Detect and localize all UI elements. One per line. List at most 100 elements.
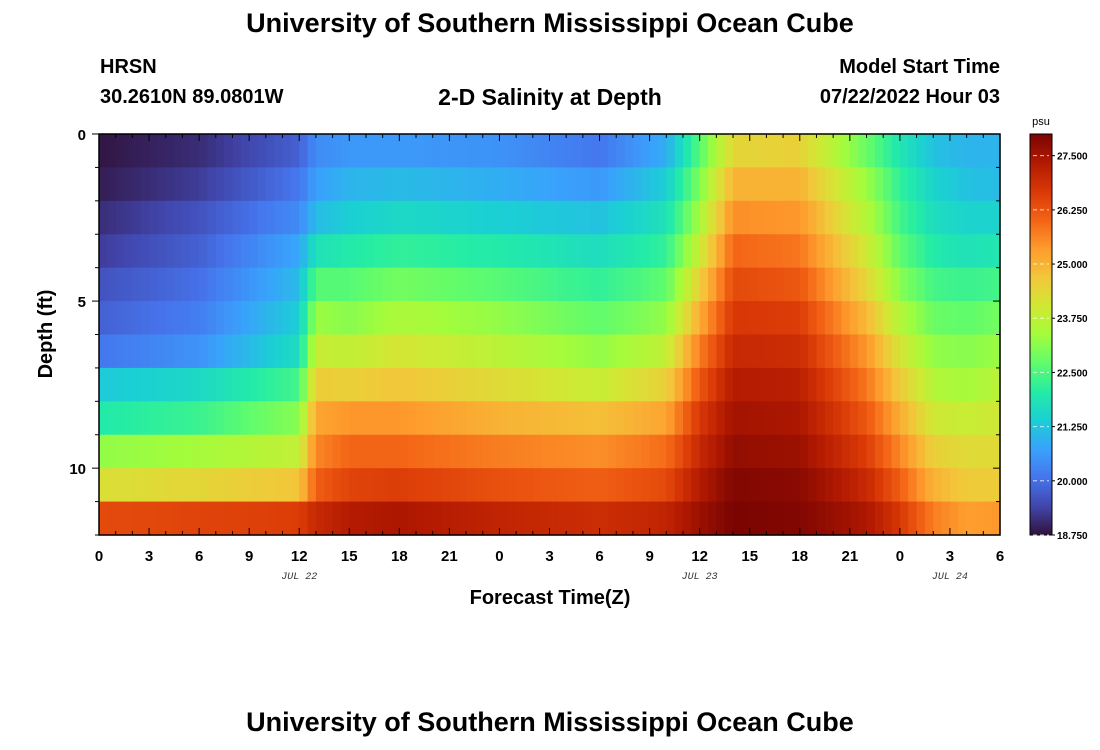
heatmap-cell — [524, 334, 534, 369]
heatmap-cell — [491, 301, 501, 336]
heatmap-cell — [190, 234, 200, 269]
heatmap-cell — [516, 200, 526, 235]
heatmap-cell — [708, 468, 717, 503]
heatmap-cell — [449, 134, 459, 169]
heatmap-cell — [324, 434, 334, 469]
heatmap-cell — [157, 134, 167, 169]
heatmap-cell — [549, 367, 559, 402]
heatmap-cell — [441, 134, 450, 169]
heatmap-cell — [908, 401, 918, 436]
heatmap-cell — [449, 468, 459, 503]
heatmap-cell — [974, 234, 984, 269]
heatmap-cell — [874, 234, 884, 269]
heatmap-cell — [491, 334, 501, 369]
heatmap-cell — [466, 267, 476, 302]
heatmap-cell — [733, 434, 742, 469]
heatmap-cell — [457, 434, 467, 469]
heatmap-cell — [607, 301, 617, 336]
heatmap-cell — [482, 501, 492, 536]
heatmap-cell — [365, 367, 375, 402]
heatmap-cell — [758, 401, 767, 436]
heatmap-cell — [232, 434, 242, 469]
heatmap-cell — [716, 267, 726, 302]
heatmap-cell — [624, 167, 634, 202]
heatmap-cell — [849, 501, 859, 536]
heatmap-cell — [532, 267, 542, 302]
heatmap-cell — [257, 501, 267, 536]
heatmap-cell — [749, 468, 759, 503]
heatmap-cell — [849, 434, 859, 469]
heatmap-cell — [966, 301, 976, 336]
heatmap-cell — [466, 468, 476, 503]
heatmap-cell — [983, 167, 993, 202]
heatmap-cell — [582, 301, 592, 336]
heatmap-cell — [249, 301, 259, 336]
heatmap-cell — [908, 234, 918, 269]
heatmap-cell — [566, 401, 576, 436]
heatmap-cell — [290, 434, 300, 469]
heatmap-cell — [582, 334, 592, 369]
heatmap-cell — [874, 267, 884, 302]
heatmap-cell — [866, 334, 876, 369]
heatmap-cell — [649, 267, 659, 302]
heatmap-cell — [524, 234, 534, 269]
heatmap-cell — [499, 367, 509, 402]
chart-subtitle: 2-D Salinity at Depth — [438, 84, 662, 110]
heatmap-cell — [574, 267, 584, 302]
heatmap-cell — [149, 501, 158, 536]
heatmap-cell — [174, 367, 184, 402]
heatmap-cell — [774, 267, 784, 302]
heatmap-cell — [991, 501, 1001, 536]
heatmap-cell — [566, 367, 576, 402]
heatmap-cell — [741, 468, 751, 503]
heatmap-cell — [365, 267, 375, 302]
heatmap-cell — [824, 167, 834, 202]
heatmap-cell — [157, 501, 167, 536]
heatmap-cell — [666, 468, 676, 503]
heatmap-cell — [958, 468, 968, 503]
heatmap-cell — [799, 367, 809, 402]
heatmap-cell — [390, 234, 400, 269]
heatmap-cell — [699, 301, 709, 336]
colorbar-unit: psu — [1032, 116, 1050, 128]
heatmap-cell — [791, 200, 801, 235]
heatmap-cell — [499, 468, 509, 503]
heatmap-cell — [349, 134, 359, 169]
heatmap-cell — [632, 434, 642, 469]
heatmap-cell — [824, 301, 834, 336]
heatmap-cell — [466, 200, 476, 235]
heatmap-cell — [307, 200, 317, 235]
heatmap-cell — [207, 434, 217, 469]
heatmap-cell — [649, 468, 659, 503]
heatmap-cell — [232, 200, 242, 235]
heatmap-cell — [107, 401, 117, 436]
heatmap-cell — [399, 468, 409, 503]
x-tick-label: 12 — [691, 548, 708, 565]
heatmap-cell — [824, 200, 834, 235]
heatmap-cell — [599, 134, 609, 169]
heatmap-cell — [666, 134, 676, 169]
heatmap-cell — [115, 367, 125, 402]
heatmap-cell — [733, 267, 742, 302]
heatmap-cell — [641, 267, 651, 302]
heatmap-cell — [541, 200, 551, 235]
heatmap-cell — [641, 434, 651, 469]
heatmap-cell — [833, 501, 843, 536]
heatmap-cell — [340, 334, 350, 369]
heatmap-cell — [766, 501, 776, 536]
heatmap-cell — [708, 234, 717, 269]
heatmap-cell — [783, 167, 793, 202]
x-tick-label: 6 — [195, 548, 203, 565]
heatmap-cell — [849, 267, 859, 302]
heatmap-cell — [824, 234, 834, 269]
heatmap-cell — [616, 334, 626, 369]
heatmap-cell — [808, 301, 818, 336]
heatmap-cell — [140, 200, 150, 235]
heatmap-cell — [215, 367, 225, 402]
heatmap-cell — [324, 301, 334, 336]
heatmap-cell — [115, 501, 125, 536]
heatmap-cell — [232, 167, 242, 202]
heatmap-cell — [265, 367, 275, 402]
heatmap-cell — [374, 501, 384, 536]
heatmap-cell — [557, 334, 567, 369]
